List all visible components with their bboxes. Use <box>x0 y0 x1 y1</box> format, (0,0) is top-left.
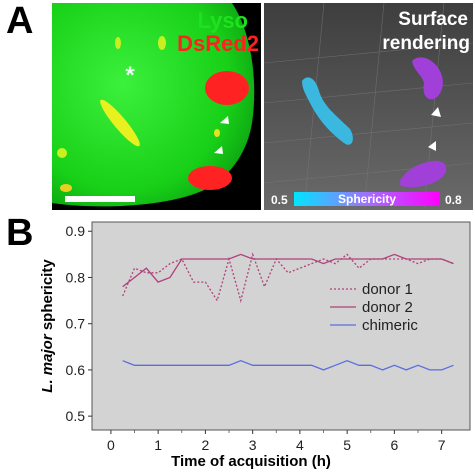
x-axis-label: Time of acquisition (h) <box>171 453 331 470</box>
asterisk-marker: * <box>125 62 135 89</box>
y-tick-label: 0.9 <box>66 223 86 239</box>
arrowhead-icon <box>428 141 436 151</box>
label-lyso: Lyso <box>197 8 248 33</box>
macrophage-cell <box>52 3 255 207</box>
series-line-donor-2 <box>122 253 454 288</box>
series-line-chimeric <box>122 360 454 371</box>
x-tick-label: 4 <box>296 437 304 453</box>
y-tick-label: 0.5 <box>66 408 86 424</box>
x-tick-label: 6 <box>391 437 399 453</box>
series-line-donor-1 <box>122 252 454 304</box>
x-tick-label: 3 <box>249 437 257 453</box>
fluorescence-image-canvas: Lyso DsRed2 * <box>52 3 261 210</box>
render-title-line2: rendering <box>382 33 470 54</box>
y-axis-label-italic: L. major <box>39 333 56 393</box>
legend-label: donor 1 <box>362 281 413 298</box>
magenta-parasite-render <box>412 57 443 100</box>
lysosome-spot <box>60 184 72 192</box>
y-tick-label: 0.8 <box>66 269 86 285</box>
y-axis: 0.5 0.6 0.7 0.8 0.9 <box>66 223 92 424</box>
label-dsred2: DsRed2 <box>177 31 259 56</box>
parasite-in-vacuole <box>100 99 140 147</box>
lysosome-spot <box>115 37 121 49</box>
x-tick-label: 2 <box>202 437 210 453</box>
x-tick-label: 0 <box>107 437 115 453</box>
y-axis-label: L. major sphericity <box>39 259 56 393</box>
panel-letter-b: B <box>6 212 34 254</box>
arrowhead-icon <box>214 146 223 154</box>
surface-rendering-image: Surface rendering Sphericity 0.5 0.8 <box>264 3 473 210</box>
x-tick-label: 7 <box>438 437 446 453</box>
legend-label: chimeric <box>362 317 418 334</box>
panel-letter-a: A <box>6 0 34 42</box>
y-axis-label-rest: sphericity <box>39 259 56 335</box>
scale-bar <box>65 196 135 202</box>
arrowhead-icon <box>431 107 441 117</box>
magenta-parasite-render <box>399 160 447 187</box>
lysosome-spot <box>57 148 67 158</box>
y-tick-label: 0.7 <box>66 316 86 332</box>
x-tick-label: 5 <box>343 437 351 453</box>
series-layer <box>122 252 454 371</box>
y-tick-label: 0.6 <box>66 362 86 378</box>
fluorescence-image: Lyso DsRed2 * <box>52 3 261 210</box>
sphericity-colorbar <box>294 192 440 206</box>
colorbar-label: Sphericity <box>338 192 396 206</box>
x-axis: 0 1 2 3 4 5 6 7 <box>107 430 446 453</box>
lysosome-spot <box>214 129 220 137</box>
colorbar-min: 0.5 <box>271 193 288 207</box>
dsred-parasite <box>205 71 249 105</box>
arrowhead-icon <box>220 116 229 124</box>
lysosome-spot <box>158 36 166 50</box>
render-title-line1: Surface <box>398 9 468 30</box>
legend-label: donor 2 <box>362 299 413 316</box>
dsred-parasite <box>188 166 232 190</box>
surface-rendering-canvas: Surface rendering Sphericity 0.5 0.8 <box>264 3 473 210</box>
x-tick-label: 1 <box>154 437 162 453</box>
cyan-parasite-render <box>302 77 353 145</box>
colorbar-max: 0.8 <box>445 193 462 207</box>
plot-area <box>91 221 471 431</box>
